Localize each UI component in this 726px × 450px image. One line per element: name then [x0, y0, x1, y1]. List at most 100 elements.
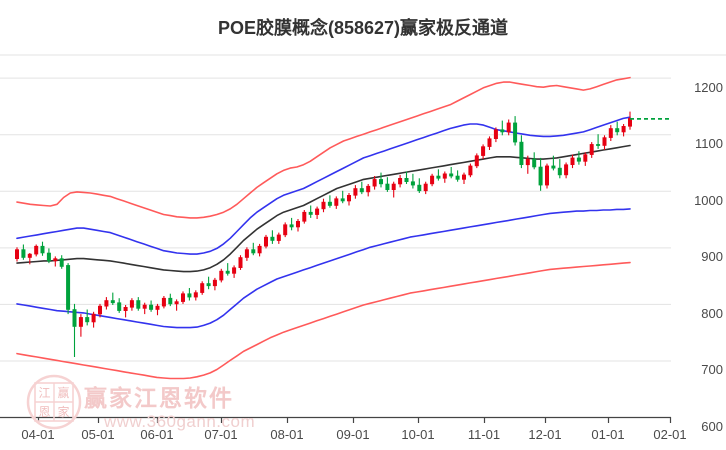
y-axis-tick-label: 1000: [694, 192, 723, 208]
candle-body: [532, 158, 537, 168]
x-axis-tick-label: 09-01: [336, 427, 370, 442]
candle-body: [53, 258, 58, 262]
candlestick: [206, 276, 211, 290]
candlestick: [263, 234, 268, 249]
candle-body: [455, 175, 460, 180]
candle-body: [257, 245, 262, 254]
x-axis-tick-label: 10-01: [401, 427, 435, 442]
page-title: POE胶膜概念(858627)赢家极反通道: [217, 18, 509, 38]
candle-body: [289, 224, 294, 228]
candlestick: [15, 247, 20, 262]
candlestick: [532, 152, 537, 170]
band-line: [16, 261, 631, 380]
candle-body: [589, 144, 594, 155]
candlestick: [366, 184, 371, 197]
candlestick: [193, 290, 198, 301]
candlestick: [136, 297, 141, 311]
candlestick: [110, 292, 115, 305]
candle-body: [583, 154, 588, 162]
candle-body: [334, 198, 339, 206]
candlestick: [315, 206, 320, 219]
candle-body: [372, 179, 377, 187]
candle-body: [487, 138, 492, 147]
candlestick: [398, 174, 403, 188]
candle-body: [21, 249, 26, 258]
candle-body: [602, 137, 607, 146]
candle-body: [206, 283, 211, 287]
candlestick: [378, 172, 383, 188]
candle-body: [219, 270, 224, 281]
x-axis-tick-label: 08-01: [270, 427, 304, 442]
candle-body: [570, 157, 575, 165]
candlestick: [117, 298, 122, 313]
candle-body: [493, 129, 498, 139]
candlestick: [417, 178, 422, 193]
candle-body: [270, 236, 275, 241]
candle-body: [136, 300, 141, 309]
candlestick: [570, 154, 575, 169]
candlestick: [27, 253, 32, 265]
candlestick: [289, 217, 294, 231]
candlestick: [423, 181, 428, 195]
candlestick: [181, 291, 186, 304]
candlestick: [608, 125, 613, 141]
candlestick: [500, 120, 505, 136]
candle-body: [404, 178, 409, 183]
candlestick: [481, 144, 486, 160]
x-axis-tick-label: 07-01: [204, 427, 238, 442]
y-axis-tick-label: 1100: [695, 136, 723, 152]
candle-body: [359, 188, 364, 193]
candle-body: [564, 164, 569, 176]
candlestick: [161, 296, 166, 309]
candlestick: [168, 293, 173, 307]
candle-body: [238, 257, 243, 268]
candlestick: [308, 205, 313, 218]
candle-body: [244, 249, 249, 258]
candle-body: [46, 252, 51, 262]
candlestick: [468, 163, 473, 178]
candlestick: [442, 171, 447, 183]
candlestick: [615, 121, 620, 136]
candle-body: [315, 208, 320, 215]
candle-body: [321, 201, 326, 210]
candlestick: [257, 243, 262, 257]
y-axis-tick-label: 700: [701, 362, 723, 378]
candlestick: [232, 265, 237, 278]
candle-body: [436, 175, 441, 179]
candlestick: [525, 155, 530, 174]
candlestick: [104, 297, 109, 310]
x-axis-tick-label: 12-01: [528, 427, 562, 442]
candlestick: [123, 305, 128, 318]
candle-body: [129, 300, 134, 308]
candle-body: [366, 185, 371, 193]
candle-body: [117, 302, 122, 311]
candle-body: [232, 267, 237, 274]
candlestick: [410, 173, 415, 189]
candle-body: [551, 165, 556, 169]
candle-body: [519, 141, 524, 166]
candlestick: [621, 124, 626, 137]
candlestick: [85, 309, 90, 326]
candlestick: [295, 219, 300, 232]
candle-body: [500, 129, 505, 133]
candlestick: [385, 177, 390, 192]
candlestick: [225, 263, 230, 276]
candle-body: [474, 155, 479, 167]
candle-body: [187, 293, 192, 298]
candle-body: [72, 309, 77, 327]
candle-body: [385, 183, 390, 190]
candlestick: [200, 281, 205, 295]
candle-body: [34, 245, 39, 255]
candle-body: [442, 173, 447, 179]
candlestick: [321, 198, 326, 213]
candlestick: [142, 302, 147, 315]
candle-body: [181, 293, 186, 302]
candlestick: [436, 169, 441, 181]
candle-body: [544, 165, 549, 186]
candlestick: [72, 303, 77, 357]
candlestick: [474, 153, 479, 169]
candle-body: [91, 313, 96, 323]
x-axis-tick-label: 05-01: [81, 427, 115, 442]
candle-body: [283, 224, 288, 236]
